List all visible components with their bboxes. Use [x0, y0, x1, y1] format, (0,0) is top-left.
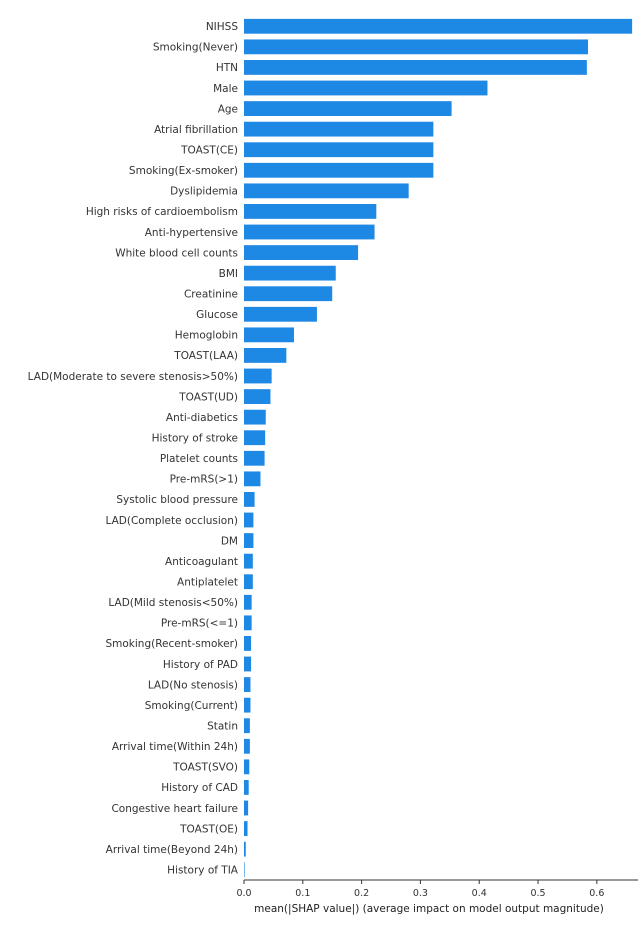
bar — [244, 656, 252, 672]
category-label: Anticoagulant — [165, 556, 238, 568]
bar — [244, 389, 271, 404]
category-label: HTN — [216, 62, 238, 74]
bar — [244, 409, 266, 425]
bar — [244, 306, 317, 322]
bar — [244, 162, 434, 178]
bar — [244, 450, 265, 466]
bar — [244, 636, 252, 651]
category-label: Smoking(Never) — [153, 42, 238, 54]
bar — [244, 821, 248, 836]
bar — [244, 800, 249, 816]
bar — [244, 327, 294, 343]
category-label: Anti-diabetics — [166, 412, 238, 424]
bar — [244, 718, 250, 734]
category-label: Systolic blood pressure — [116, 494, 238, 506]
category-label: Smoking(Current) — [145, 700, 238, 712]
bar — [244, 430, 266, 446]
bar — [244, 80, 488, 96]
category-label: Male — [213, 83, 238, 95]
category-label: History of stroke — [152, 433, 238, 445]
bar — [244, 101, 452, 116]
category-label: TOAST(OE) — [179, 823, 238, 835]
category-label: Dyslipidemia — [170, 186, 238, 198]
bar — [244, 512, 254, 528]
bar — [244, 492, 255, 507]
x-tick-label: 0.4 — [472, 888, 487, 899]
bar — [244, 738, 250, 754]
bar — [244, 574, 253, 590]
category-label: TOAST(CE) — [180, 145, 238, 157]
category-label: LAD(Moderate to severe stenosis>50%) — [28, 371, 238, 383]
category-label: History of TIA — [167, 865, 239, 877]
category-label: Anti-hypertensive — [145, 227, 238, 239]
x-axis-ticks: 0.0 0.1 0.2 0.3 0.4 0.5 0.6 — [236, 880, 604, 899]
bar — [244, 615, 252, 631]
bar — [244, 18, 633, 34]
category-label: Age — [218, 103, 238, 115]
category-label: Glucose — [196, 309, 238, 321]
category-label: TOAST(UD) — [178, 391, 238, 403]
bar — [244, 142, 434, 158]
category-label: Arrival time(Within 24h) — [112, 741, 238, 753]
bar — [244, 862, 245, 878]
bar — [244, 348, 287, 363]
bar — [244, 697, 251, 713]
x-tick-label: 0.6 — [589, 888, 604, 899]
bar — [244, 594, 252, 610]
category-label: White blood cell counts — [115, 247, 238, 259]
bar — [244, 204, 377, 219]
bar — [244, 533, 254, 548]
category-label: History of PAD — [163, 659, 238, 671]
category-label: TOAST(LAA) — [173, 350, 238, 362]
category-label: LAD(Complete occlusion) — [105, 515, 238, 527]
category-label: Congestive heart failure — [111, 803, 238, 815]
x-tick-label: 0.0 — [236, 888, 251, 899]
bar — [244, 39, 589, 55]
x-tick-label: 0.3 — [413, 888, 428, 899]
category-label: TOAST(SVO) — [172, 762, 238, 774]
bar — [244, 471, 261, 487]
x-tick-label: 0.5 — [530, 888, 545, 899]
bar — [244, 677, 251, 692]
bar — [244, 121, 434, 137]
bar — [244, 780, 249, 795]
category-label: Creatinine — [184, 289, 238, 301]
category-label: NIHSS — [206, 21, 239, 33]
category-label: Smoking(Recent-smoker) — [105, 638, 238, 650]
bar — [244, 245, 359, 260]
category-label: BMI — [219, 268, 238, 280]
category-label: Arrival time(Beyond 24h) — [106, 844, 238, 856]
category-label: History of CAD — [161, 782, 238, 794]
bar — [244, 841, 246, 857]
category-label: LAD(No stenosis) — [148, 679, 238, 691]
category-label: Pre-mRS(>1) — [170, 474, 238, 486]
category-label: Smoking(Ex-smoker) — [129, 165, 238, 177]
category-label: Hemoglobin — [175, 330, 238, 342]
category-label: LAD(Mild stenosis<50%) — [108, 597, 238, 609]
category-label: Atrial fibrillation — [154, 124, 238, 136]
bar — [244, 265, 336, 281]
category-label: Platelet counts — [160, 453, 238, 465]
bar — [244, 183, 409, 199]
bar — [244, 60, 587, 75]
bar — [244, 759, 250, 775]
x-tick-label: 0.2 — [354, 888, 369, 899]
x-tick-label: 0.1 — [295, 888, 310, 899]
bars-layer — [244, 18, 633, 878]
bar — [244, 286, 333, 302]
bar — [244, 368, 272, 384]
category-label: DM — [221, 535, 238, 547]
category-labels: NIHSS Smoking(Never) HTN Male Age Atrial fibr… — [28, 21, 239, 876]
bar — [244, 553, 253, 569]
category-label: High risks of cardioembolism — [86, 206, 238, 218]
category-label: Statin — [207, 721, 238, 733]
x-axis-label: mean(|SHAP value|) (average impact on mo… — [254, 903, 604, 915]
bar — [244, 224, 375, 240]
category-label: Pre-mRS(<=1) — [161, 618, 238, 630]
category-label: Antiplatelet — [177, 577, 238, 589]
